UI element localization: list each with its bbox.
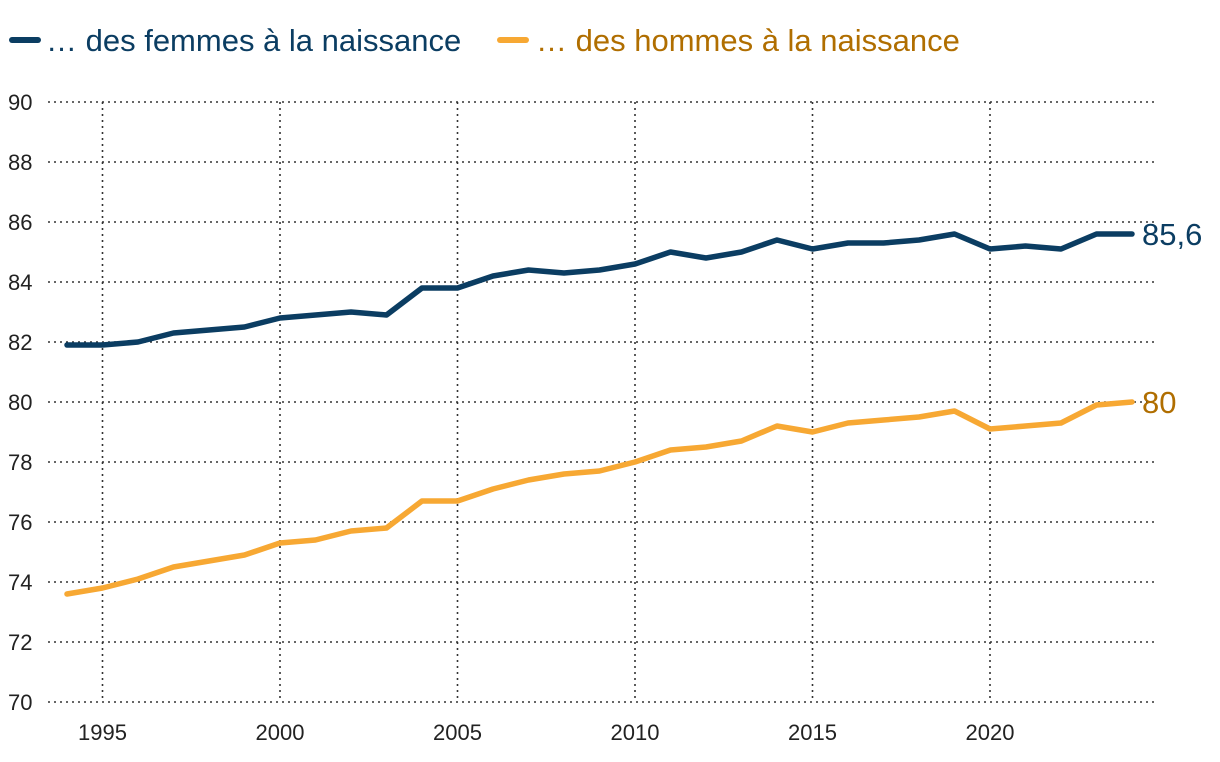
y-tick-label: 74 <box>8 570 32 595</box>
y-tick-label: 86 <box>8 210 32 235</box>
y-tick-label: 76 <box>8 510 32 535</box>
legend: … des femmes à la naissance … des hommes… <box>9 23 960 58</box>
y-tick-label: 84 <box>8 270 32 295</box>
series-end-label-1: 80 <box>1142 385 1176 420</box>
series-end-label-0: 85,6 <box>1142 217 1202 252</box>
end-labels: 85,6 80 <box>1142 217 1202 420</box>
y-tick-label: 82 <box>8 330 32 355</box>
x-tick-label: 2015 <box>788 720 837 745</box>
x-tick-label: 2005 <box>433 720 482 745</box>
x-tick-label: 2000 <box>256 720 305 745</box>
legend-item-hommes: … des hommes à la naissance <box>497 23 960 58</box>
series-line-1 <box>64 399 1135 597</box>
y-tick-label: 72 <box>8 630 32 655</box>
x-tick-label: 2010 <box>611 720 660 745</box>
y-axis-ticks: 90 88 86 84 82 80 78 76 74 72 70 <box>8 90 32 715</box>
y-tick-label: 80 <box>8 390 32 415</box>
series-layer <box>64 231 1135 597</box>
y-tick-label: 90 <box>8 90 32 115</box>
y-tick-label: 78 <box>8 450 32 475</box>
x-tick-label: 2020 <box>966 720 1015 745</box>
gridlines <box>48 101 1155 703</box>
x-axis-ticks: 1995 2000 2005 2010 2015 2020 <box>78 720 1014 745</box>
legend-label-hommes: … des hommes à la naissance <box>536 23 960 58</box>
x-tick-label: 1995 <box>78 720 127 745</box>
legend-label-femmes: … des femmes à la naissance <box>46 23 461 58</box>
y-tick-label: 70 <box>8 690 32 715</box>
legend-item-femmes: … des femmes à la naissance <box>9 23 461 58</box>
y-tick-label: 88 <box>8 150 32 175</box>
series-line-0 <box>64 231 1135 348</box>
